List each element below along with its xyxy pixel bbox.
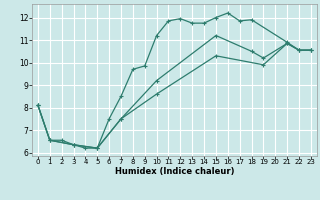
X-axis label: Humidex (Indice chaleur): Humidex (Indice chaleur) xyxy=(115,167,234,176)
